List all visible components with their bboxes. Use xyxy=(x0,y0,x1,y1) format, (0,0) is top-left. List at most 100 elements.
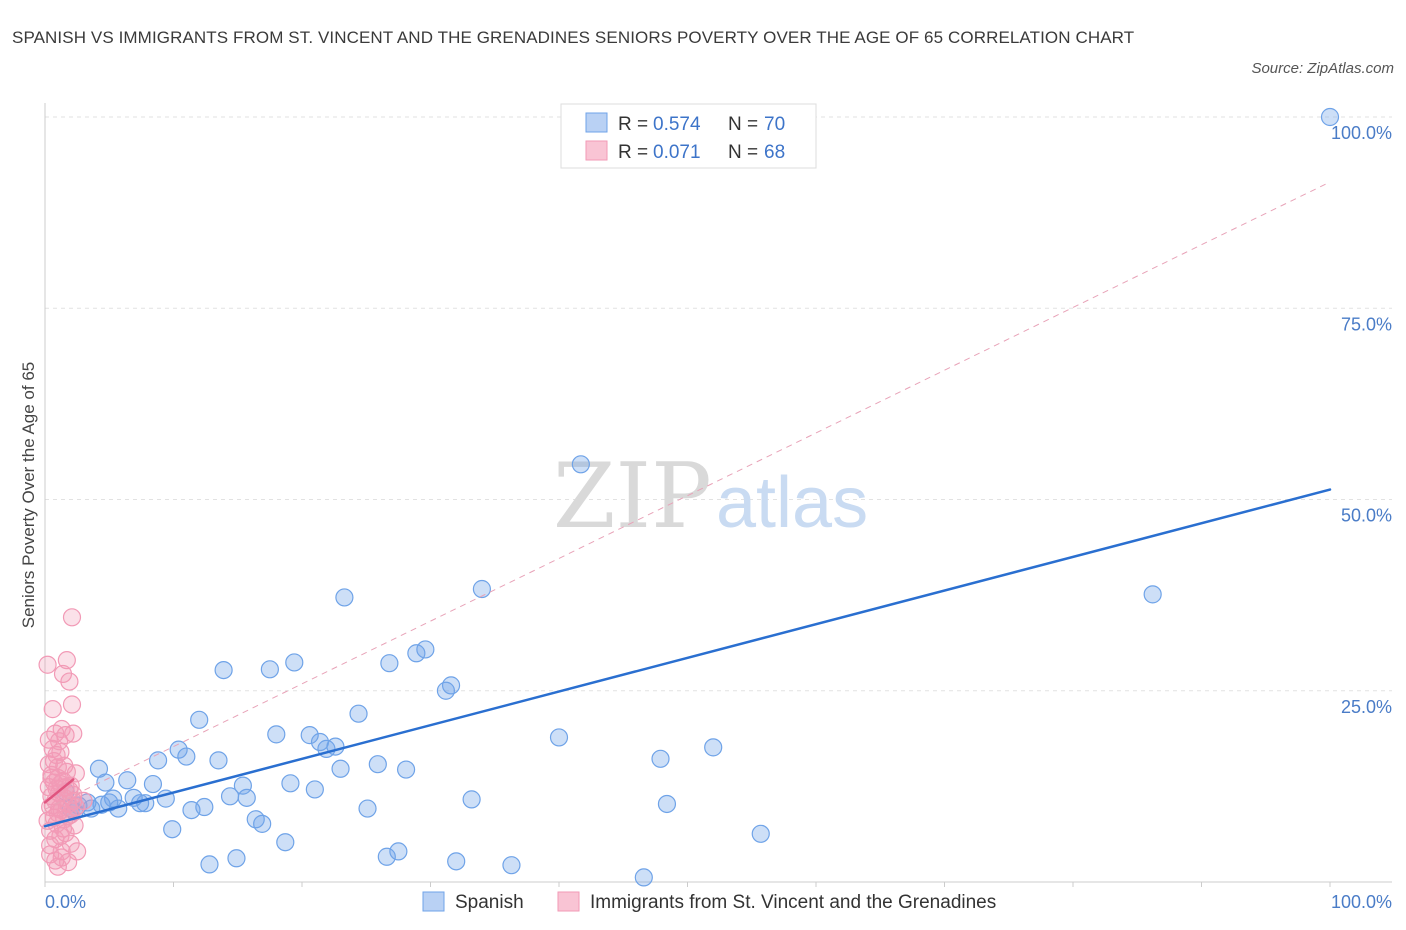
chart-title: SPANISH VS IMMIGRANTS FROM ST. VINCENT A… xyxy=(12,28,1135,47)
watermark: ZIP atlas xyxy=(553,444,868,549)
immigrants-point-62 xyxy=(68,842,87,861)
spanish-point-55 xyxy=(436,681,456,700)
y-tick-label-0: 25.0% xyxy=(1341,697,1392,717)
spanish-point-19 xyxy=(163,820,182,839)
y-tick-label-3: 100.0% xyxy=(1331,123,1392,143)
spanish-point-67 xyxy=(751,824,770,843)
immigrants-point-33 xyxy=(57,651,76,670)
spanish-point-39 xyxy=(300,726,319,745)
spanish-point-23 xyxy=(190,710,209,729)
spanish-point-63 xyxy=(634,868,653,887)
watermark-zip: ZIP xyxy=(553,444,712,549)
spanish-point-40 xyxy=(305,780,324,799)
x-tick-label-1: 100.0% xyxy=(1331,892,1392,912)
spanish-point-52 xyxy=(396,760,416,779)
spanish-point-35 xyxy=(267,725,286,744)
spanish-point-33 xyxy=(253,814,272,833)
stats-box: R = 0.574 N = 70 R = 0.071 N = 68 xyxy=(560,103,817,169)
immigrants-point-43 xyxy=(64,724,83,743)
spanish-point-57 xyxy=(447,852,466,871)
immigrants-point-55 xyxy=(51,742,70,762)
spanish-point-62 xyxy=(571,455,590,474)
spanish-point-49 xyxy=(377,847,396,866)
immigrants-point-0 xyxy=(38,655,57,674)
x-tick-label-0: 0.0% xyxy=(45,892,86,912)
y-axis-label: Seniors Poverty Over the Age of 65 xyxy=(19,362,38,628)
spanish-point-12 xyxy=(118,771,137,790)
legend-swatch-spanish xyxy=(422,891,445,912)
stats-r-label-spanish: R = xyxy=(618,114,648,135)
spanish-point-68 xyxy=(1143,585,1162,604)
spanish-point-21 xyxy=(177,747,196,766)
spanish-point-48 xyxy=(368,755,387,774)
spanish-point-36 xyxy=(276,833,295,852)
legend-label-immigrants: Immigrants from St. Vincent and the Gren… xyxy=(590,892,996,913)
spanish-point-47 xyxy=(358,799,377,818)
y-tick-label-2: 75.0% xyxy=(1341,314,1392,334)
legend-label-spanish: Spanish xyxy=(455,892,524,913)
immigrants-point-63 xyxy=(74,791,93,811)
x-tick-labels: 0.0% 100.0% xyxy=(45,892,1392,912)
spanish-point-38 xyxy=(285,653,304,672)
spanish-trend-line xyxy=(43,488,1332,828)
spanish-point-27 xyxy=(214,660,233,680)
immigrants-point-67 xyxy=(52,848,71,867)
spanish-point-56 xyxy=(441,676,461,695)
spanish-point-59 xyxy=(472,579,491,599)
spanish-point-32 xyxy=(246,810,265,829)
legend-swatch-immigrants xyxy=(557,891,580,912)
points-immigrants xyxy=(38,608,93,876)
spanish-point-24 xyxy=(195,797,214,817)
spanish-point-53 xyxy=(407,644,426,663)
spanish-point-26 xyxy=(209,751,228,770)
grid-lines xyxy=(45,116,1392,692)
immigrants-point-41 xyxy=(62,608,82,627)
stats-n-value-immigrants: 68 xyxy=(764,142,785,163)
stats-r-value-spanish: 0.574 xyxy=(653,114,701,135)
immigrants-point-57 xyxy=(55,756,74,775)
spanish-point-31 xyxy=(237,788,256,807)
watermark-atlas: atlas xyxy=(716,463,868,543)
spanish-point-54 xyxy=(416,640,435,659)
stats-swatch-spanish xyxy=(585,112,608,133)
immigrants-point-42 xyxy=(62,695,82,714)
y-tick-labels: 25.0% 50.0% 75.0% 100.0% xyxy=(1331,123,1392,717)
source-label: Source: ZipAtlas.com xyxy=(1251,60,1394,77)
stats-n-label-spanish: N = xyxy=(728,114,758,135)
spanish-point-37 xyxy=(281,774,300,793)
spanish-point-46 xyxy=(349,704,368,723)
immigrants-point-60 xyxy=(61,776,80,795)
stats-r-value-immigrants: 0.071 xyxy=(653,142,701,163)
spanish-point-65 xyxy=(657,794,677,814)
immigrants-point-61 xyxy=(64,791,83,811)
immigrants-point-8 xyxy=(43,700,62,719)
immigrants-point-48 xyxy=(39,755,58,774)
points-spanish xyxy=(56,107,1340,887)
spanish-point-16 xyxy=(143,774,163,794)
stats-r-label-immigrants: R = xyxy=(618,142,648,163)
spanish-point-29 xyxy=(227,849,246,868)
spanish-point-50 xyxy=(380,654,399,673)
spanish-point-34 xyxy=(260,660,279,679)
immigrants-point-45 xyxy=(65,816,84,835)
spanish-point-61 xyxy=(549,728,569,747)
immigrants-trend-line xyxy=(43,778,75,804)
immigrants-point-31 xyxy=(56,726,75,745)
spanish-point-20 xyxy=(169,740,188,759)
spanish-point-51 xyxy=(389,842,408,861)
spanish-point-60 xyxy=(502,856,521,875)
reference-line-dashed xyxy=(44,181,1331,810)
spanish-point-44 xyxy=(331,759,350,778)
spanish-point-58 xyxy=(462,790,481,809)
immigrants-point-37 xyxy=(60,672,79,691)
spanish-point-66 xyxy=(704,738,723,757)
spanish-point-45 xyxy=(335,588,354,607)
stats-n-label-immigrants: N = xyxy=(728,142,758,163)
y-tick-label-1: 50.0% xyxy=(1341,506,1392,526)
spanish-point-69 xyxy=(1320,107,1340,127)
stats-n-value-spanish: 70 xyxy=(764,114,785,135)
trend-lines xyxy=(43,181,1332,828)
legend: Spanish Immigrants from St. Vincent and … xyxy=(422,891,996,913)
spanish-point-25 xyxy=(200,855,219,874)
